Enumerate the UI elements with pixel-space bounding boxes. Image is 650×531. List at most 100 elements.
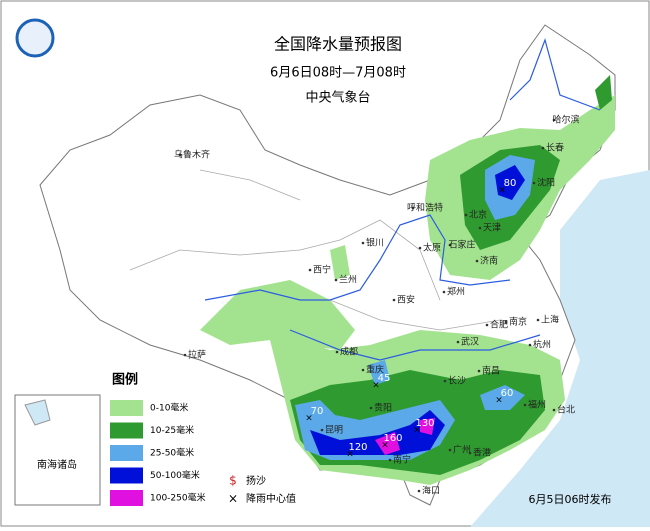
city-dot <box>456 340 460 344</box>
city-dot <box>478 226 482 230</box>
city-label: 台北 <box>557 404 575 416</box>
rain-center-mark: × <box>495 396 503 406</box>
legend-swatch <box>110 400 143 416</box>
issuer: 中央气象台 <box>305 90 370 106</box>
city-dot <box>464 213 468 217</box>
city-label: 银川 <box>366 237 384 249</box>
city-label: 武汉 <box>461 336 479 348</box>
city-label: 太原 <box>423 242 441 254</box>
rain-storm <box>495 165 525 200</box>
rain-center-value: 80 <box>504 178 517 189</box>
city-label: 济南 <box>480 255 498 267</box>
city-dot <box>468 451 472 455</box>
rivers <box>204 38 601 361</box>
city-dot <box>418 246 422 250</box>
legend-box <box>106 368 218 514</box>
inset-label: 南海诸岛 <box>37 458 77 471</box>
city-label: 成都 <box>340 346 358 358</box>
city-label: 兰州 <box>339 274 357 286</box>
city-dot <box>361 241 365 245</box>
legend-symbol: $ <box>229 474 237 488</box>
city-label: 贵阳 <box>374 402 392 414</box>
legend-label: 0-10毫米 <box>150 402 188 414</box>
city-label: 石家庄 <box>448 239 475 251</box>
rain-center-value: 160 <box>383 433 402 444</box>
city-label: 天津 <box>483 223 501 234</box>
city-dot <box>335 350 339 354</box>
legend: 0-10毫米 10-25毫米 25-50毫米 50-100毫米 100-250毫米 $ 扬沙… <box>110 400 296 506</box>
city-label: 拉萨 <box>188 349 206 361</box>
rain-light <box>330 245 350 280</box>
city-label: 杭州 <box>533 339 551 351</box>
rain-center-mark: × <box>413 426 421 436</box>
city-label: 南京 <box>509 316 527 328</box>
city-dot <box>369 406 373 410</box>
legend-swatch <box>110 422 143 439</box>
city-label: 昆明 <box>325 425 343 436</box>
legend-label: 100-250毫米 <box>150 492 206 504</box>
city-dot <box>504 320 508 324</box>
rain-center-mark: × <box>305 414 313 424</box>
city-dot <box>388 458 392 462</box>
city-dot <box>178 153 182 157</box>
logo <box>15 18 55 58</box>
legend-label: 50-100毫米 <box>150 469 200 481</box>
city-label: 长沙 <box>448 375 466 387</box>
rain-center-mark: × <box>498 186 506 196</box>
rain-heavy <box>480 385 525 410</box>
rain-center-value: 130 <box>415 418 434 429</box>
legend-title: 图例 <box>112 372 138 388</box>
legend-label: 10-25毫米 <box>150 424 194 436</box>
city-dot <box>541 146 545 150</box>
rain-center-value: 120 <box>348 442 367 453</box>
legend-swatch <box>110 445 143 461</box>
city-dot <box>448 243 452 247</box>
city-label: 西安 <box>397 294 415 306</box>
inset-coast <box>24 399 51 426</box>
rain-center-value: 45 <box>378 373 391 384</box>
rain-center-value: 70 <box>311 406 324 417</box>
city-label: 南昌 <box>482 365 500 377</box>
rain-moderate <box>595 75 612 110</box>
legend-label: 25-50毫米 <box>150 447 194 459</box>
sea <box>470 170 650 527</box>
title: 全国降水量预报图 <box>274 35 402 54</box>
rain-center-mark: × <box>381 441 389 451</box>
city-dot <box>552 118 556 122</box>
city-dot <box>392 298 396 302</box>
city-label: 哈尔滨 <box>552 114 579 126</box>
legend-symbol-label: 降雨中心值 <box>246 492 296 505</box>
city-dot <box>334 278 338 282</box>
rain-light <box>200 280 355 350</box>
legend-swatch <box>110 467 143 484</box>
rain-heavy <box>368 360 390 385</box>
legend-swatch <box>110 490 143 506</box>
legend-symbol-label: 扬沙 <box>246 474 266 487</box>
city-dot <box>183 353 187 357</box>
city-label: 海口 <box>422 485 440 497</box>
city-label: 郑州 <box>447 286 465 298</box>
city-label: 北京 <box>469 209 487 221</box>
city-dot <box>320 428 324 432</box>
city-dot <box>485 323 489 327</box>
city-dot <box>523 403 527 407</box>
city-label: 乌鲁木齐 <box>174 149 210 161</box>
city-dot <box>442 290 446 294</box>
rain-torrential <box>375 418 435 455</box>
city-label: 合肥 <box>490 319 508 331</box>
city-label: 上海 <box>541 314 559 326</box>
period: 6月6日08时—7月08时 <box>270 66 406 81</box>
city-label: 香港 <box>473 447 491 459</box>
city-dot <box>361 368 365 372</box>
city-dot <box>417 489 421 493</box>
city-dot <box>528 343 532 347</box>
rain-center-mark: × <box>346 450 354 460</box>
city-label: 广州 <box>453 444 471 456</box>
city-label: 重庆 <box>366 364 384 376</box>
city-dot <box>532 181 536 185</box>
city-label: 呼和浩特 <box>407 202 443 214</box>
city-label: 福州 <box>528 399 546 411</box>
city-label: 西宁 <box>313 264 331 276</box>
